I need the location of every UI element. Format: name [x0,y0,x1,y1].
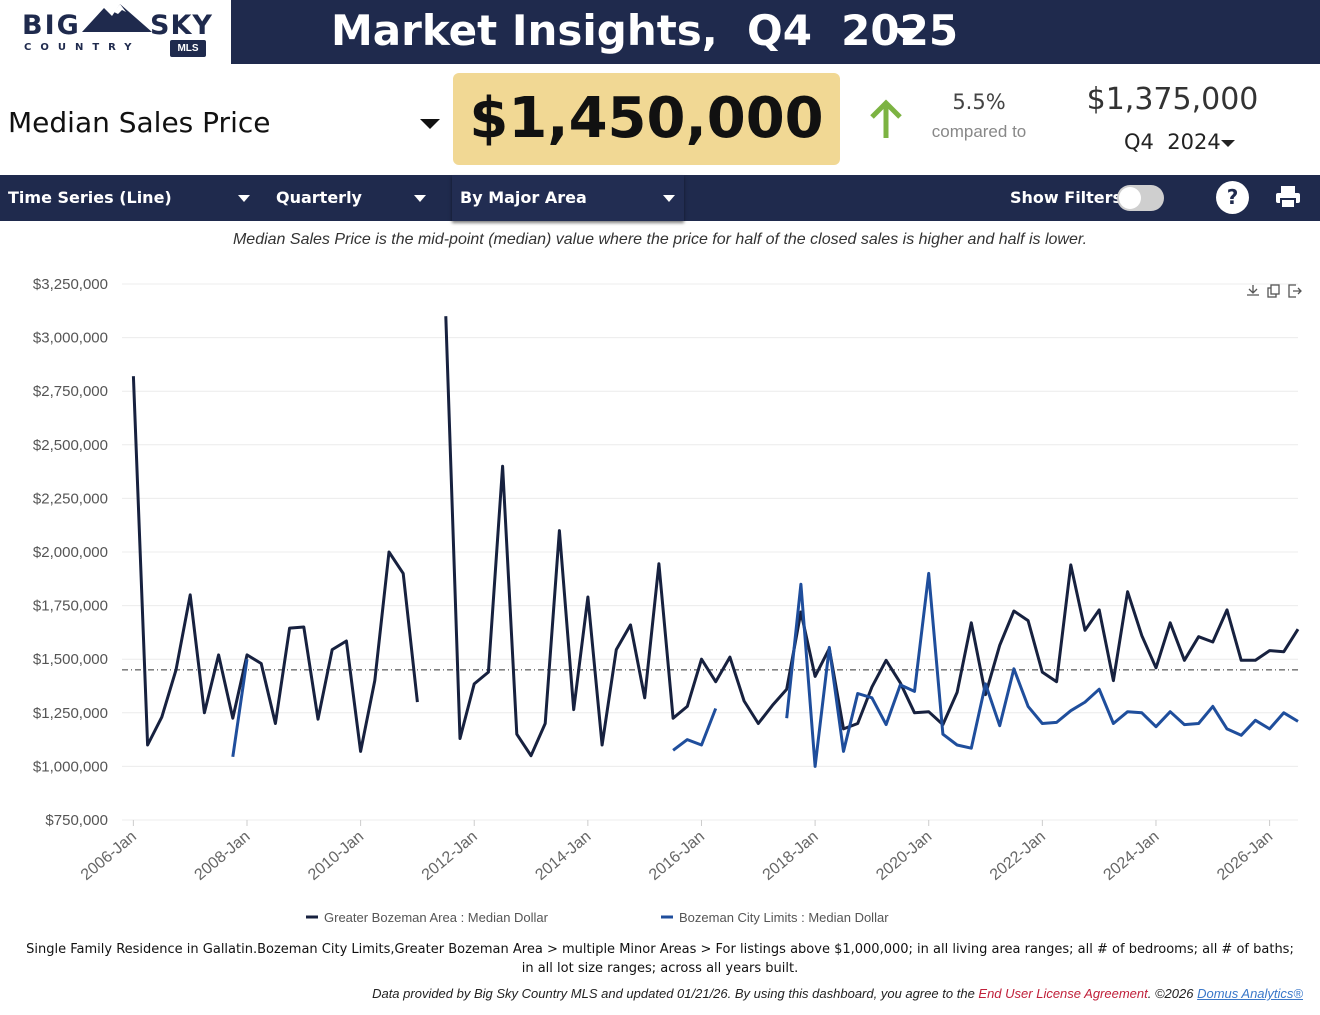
metric-value: $1,450,000 [469,86,824,151]
y-tick-label: $2,750,000 [33,383,108,400]
y-tick-label: $1,750,000 [33,598,108,615]
previous-value: $1,375,000 [1086,82,1259,117]
legend-label[interactable]: Bozeman City Limits : Median Dollar [679,910,889,925]
x-tick-label: 2008-Jan [192,828,254,884]
y-tick-label: $1,250,000 [33,705,108,722]
help-icon[interactable]: ? [1216,181,1249,214]
period-type-caret-icon [414,195,426,202]
change-percent: 5.5% [952,90,1006,114]
y-tick-label: $3,250,000 [33,276,108,293]
logo-word-big: BIG [22,10,81,41]
filter-summary-footnote: Single Family Residence in Gallatin.Boze… [26,942,1294,976]
export-icon[interactable] [1288,284,1302,298]
y-tick-label: $1,000,000 [33,758,108,775]
period-type-dropdown[interactable]: Quarterly [268,175,438,221]
toggle-knob [1119,187,1141,209]
y-tick-label: $3,000,000 [33,330,108,347]
series-line-2[interactable] [231,658,249,758]
previous-period-select[interactable]: Q4 2024 [1124,130,1221,154]
logo-word-country: COUNTRY [24,42,141,53]
y-tick-label: $2,250,000 [33,490,108,507]
y-tick-label: $1,500,000 [33,651,108,668]
download-icon[interactable] [1247,285,1259,296]
grouping-label: By Major Area [460,188,587,207]
x-tick-label: 2018-Jan [760,828,822,884]
chart-grid [122,283,1298,821]
time-series-chart: $750,000 $1,000,000 $1,250,000 $1,500,000 $1… [33,276,1302,925]
grouping-dropdown[interactable]: By Major Area [452,175,684,221]
series-line-1[interactable] [444,316,1300,758]
chart-series [131,316,1300,768]
y-axis: $750,000 $1,000,000 $1,250,000 $1,500,000 $1… [33,276,108,829]
x-tick-label: 2016-Jan [646,828,708,884]
brand-logo[interactable]: BIG SKY COUNTRY MLS [0,0,231,64]
header-bar: BIG SKY COUNTRY MLS Market Insights, Q4 … [0,0,1320,64]
metric-select-label[interactable]: Median Sales Price [8,106,271,139]
series-line-2[interactable] [672,707,718,752]
trend-up-arrow-icon [870,99,902,138]
period-type-label: Quarterly [276,188,362,207]
period-dropdown-caret-icon[interactable] [893,28,921,42]
credits-copyright: . ©2026 [1147,986,1198,1001]
series-line-1[interactable] [131,376,419,753]
view-type-caret-icon [238,195,250,202]
view-type-dropdown[interactable]: Time Series (Line) [0,175,258,221]
logo-word-sky: SKY [150,10,213,41]
show-filters-label: Show Filters: [1010,188,1129,207]
eula-link[interactable]: End User License Agreement [978,986,1148,1001]
page-title[interactable]: Market Insights, Q4 2025 [331,6,959,55]
series-line-2[interactable] [785,571,1299,768]
compared-to-label: compared to [931,122,1027,141]
controls-toolbar: Time Series (Line) Quarterly By Major Ar… [0,175,1320,221]
metric-value-card: $1,450,000 [453,73,840,165]
show-filters-toggle[interactable] [1117,185,1164,211]
x-tick-label: 2026-Jan [1214,828,1276,884]
domus-analytics-link[interactable]: Domus Analytics® [1197,986,1303,1001]
metric-description: Median Sales Price is the mid-point (med… [232,231,1088,248]
chart-export-tools[interactable] [1247,284,1302,298]
x-tick-label: 2022-Jan [987,828,1049,884]
x-tick-label: 2012-Jan [419,828,481,884]
data-credits: Data provided by Big Sky Country MLS and… [372,986,1303,1001]
x-tick-label: 2014-Jan [532,828,594,884]
chart-legend: Greater Bozeman Area : Median Dollar Boze… [306,910,889,925]
x-tick-label: 2010-Jan [305,828,367,884]
y-tick-label: $750,000 [45,812,108,829]
copy-icon[interactable] [1267,284,1280,298]
x-tick-label: 2020-Jan [873,828,935,884]
view-type-label: Time Series (Line) [8,188,172,207]
print-icon[interactable] [1275,185,1301,209]
legend-label[interactable]: Greater Bozeman Area : Median Dollar [324,910,549,925]
previous-period-caret-icon[interactable] [1221,140,1235,147]
metric-dropdown-caret-icon[interactable] [420,119,440,129]
credits-text: Data provided by Big Sky Country MLS and… [372,986,979,1001]
y-tick-label: $2,500,000 [33,437,108,454]
y-tick-label: $2,000,000 [33,544,108,561]
x-axis: 2006-Jan 2008-Jan 2010-Jan 2012-Jan 2014-Jan… [78,820,1276,884]
x-tick-label: 2024-Jan [1101,828,1163,884]
logo-badge-mls: MLS [170,40,206,57]
mountain-icon [82,4,152,32]
grouping-caret-icon [663,195,675,202]
x-tick-label: 2006-Jan [78,828,140,884]
